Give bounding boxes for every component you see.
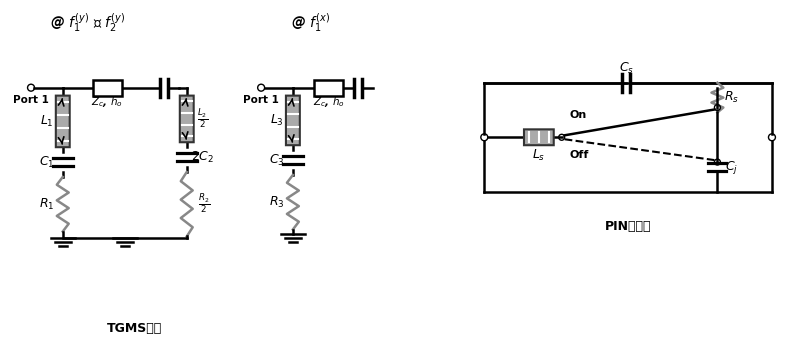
Text: $2C_2$: $2C_2$ — [191, 149, 214, 165]
Text: PIN二极管: PIN二极管 — [605, 220, 651, 233]
Text: $R_1$: $R_1$ — [39, 197, 54, 212]
Text: $L_1$: $L_1$ — [40, 114, 54, 129]
Text: Off: Off — [570, 150, 589, 160]
Bar — [314, 80, 343, 96]
FancyBboxPatch shape — [56, 96, 70, 147]
Text: $R_s$: $R_s$ — [724, 90, 739, 105]
Text: On: On — [570, 110, 587, 120]
Text: $L_3$: $L_3$ — [270, 113, 284, 128]
Text: Port 1: Port 1 — [243, 95, 279, 105]
Text: @ $f_1^{(y)}$ 和 $f_2^{(y)}$: @ $f_1^{(y)}$ 和 $f_2^{(y)}$ — [50, 12, 126, 35]
FancyBboxPatch shape — [286, 96, 300, 145]
Text: $C_j$: $C_j$ — [725, 159, 738, 175]
Text: $C_1$: $C_1$ — [39, 155, 54, 170]
Text: $R_3$: $R_3$ — [270, 195, 285, 210]
Text: $\frac{L_2}{2}$: $\frac{L_2}{2}$ — [197, 107, 208, 131]
Text: $Z_c$, $h_o$: $Z_c$, $h_o$ — [91, 95, 123, 108]
Text: TL: TL — [100, 83, 114, 93]
Text: $L_s$: $L_s$ — [532, 148, 546, 163]
Text: $C_s$: $C_s$ — [618, 61, 634, 76]
Text: $C_3$: $C_3$ — [270, 153, 285, 168]
FancyBboxPatch shape — [180, 96, 194, 142]
Text: TL: TL — [322, 83, 336, 93]
Text: TGMS单元: TGMS单元 — [107, 322, 162, 335]
Text: @ $f_1^{(x)}$: @ $f_1^{(x)}$ — [291, 12, 330, 35]
FancyBboxPatch shape — [524, 129, 554, 145]
Text: $\frac{R_2}{2}$: $\frac{R_2}{2}$ — [198, 193, 210, 216]
Bar — [93, 80, 122, 96]
Text: $Z_c$, $h_o$: $Z_c$, $h_o$ — [313, 95, 345, 108]
Text: Port 1: Port 1 — [13, 95, 49, 105]
